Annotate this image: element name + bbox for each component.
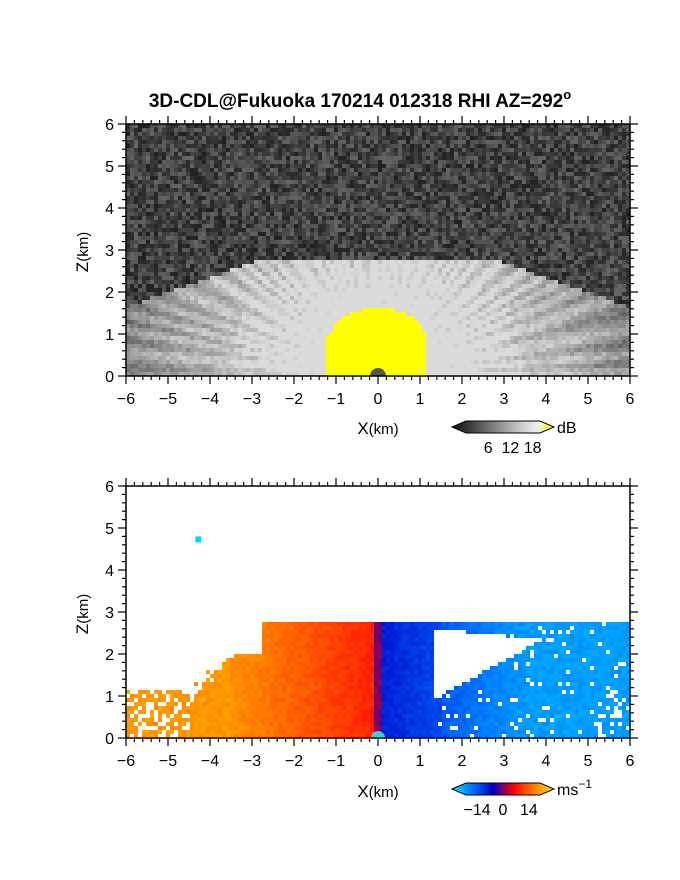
intensity-x-tick-label: 3: [500, 391, 509, 408]
intensity-x-axis-label: X(km): [357, 419, 398, 438]
chart-title: 3D-CDL@Fukuoka 170214 012318 RHI AZ=292o: [149, 87, 571, 112]
velocity-x-axis-label: X(km): [357, 782, 398, 801]
intensity-colorbar-bar: [450, 420, 556, 434]
velocity-x-tick-label: −3: [243, 753, 261, 770]
intensity-x-tick-label: −2: [285, 391, 303, 408]
intensity-colorbar-tick-label: 12: [502, 440, 520, 457]
velocity-x-tick-label: −5: [159, 753, 177, 770]
intensity-colorbar: 6 12 18 dB: [450, 420, 577, 457]
intensity-x-tick-label: 1: [416, 391, 425, 408]
intensity-ticks: −6 −5 −4 −3 −2 −1 0 1 2 3 4 5 6 0 1 2 3 4 5 6: [105, 116, 638, 408]
intensity-x-tick-label: −3: [243, 391, 261, 408]
isolated-echo: [195, 536, 202, 543]
velocity-x-tick-label: −4: [201, 753, 219, 770]
velocity-colorbar-unit: ms−1: [557, 777, 592, 799]
intensity-y-tick-label: 3: [105, 243, 114, 260]
intensity-colorbar-ticks: 6 12 18: [484, 440, 542, 457]
intensity-y-tick-label: 1: [105, 327, 114, 344]
intensity-panel: −6 −5 −4 −3 −2 −1 0 1 2 3 4 5 6 0 1 2 3 4 5 6 X(km) Z(km): [73, 116, 638, 438]
velocity-x-tick-label: 3: [500, 753, 509, 770]
intensity-y-axis-label: Z(km): [73, 232, 92, 272]
velocity-colorbar-bar: [450, 782, 556, 796]
velocity-x-tick-label: 0: [374, 753, 383, 770]
velocity-y-axis-label: Z(km): [73, 594, 92, 634]
intensity-x-tick-label: 6: [626, 391, 635, 408]
intensity-x-tick-label: −4: [201, 391, 219, 408]
velocity-x-tick-label: 5: [584, 753, 593, 770]
intensity-y-tick-label: 4: [105, 201, 114, 218]
velocity-colorbar: −14 0 14 ms−1: [450, 777, 592, 819]
velocity-x-tick-label: 4: [542, 753, 551, 770]
intensity-colorbar-unit: dB: [557, 420, 577, 437]
velocity-x-tick-label: 1: [416, 753, 425, 770]
intensity-x-tick-label: 4: [542, 391, 551, 408]
velocity-x-tick-label: −6: [117, 753, 135, 770]
intensity-y-tick-label: 6: [105, 117, 114, 134]
velocity-colorbar-tick-label: 0: [499, 802, 508, 819]
radar-site-marker: [371, 731, 385, 738]
intensity-y-tick-label: 5: [105, 159, 114, 176]
intensity-colorbar-tick-label: 6: [484, 440, 493, 457]
velocity-y-tick-label: 3: [105, 605, 114, 622]
intensity-y-tick-label: 2: [105, 285, 114, 302]
intensity-field: [126, 124, 630, 376]
velocity-y-tick-label: 2: [105, 647, 114, 664]
title-superscript: o: [563, 87, 571, 102]
radar-site-marker: [370, 368, 386, 376]
intensity-x-tick-label: −6: [117, 391, 135, 408]
intensity-x-tick-label: −1: [327, 391, 345, 408]
velocity-y-tick-label: 5: [105, 521, 114, 538]
velocity-y-tick-label: 1: [105, 689, 114, 706]
intensity-x-tick-label: 2: [458, 391, 467, 408]
velocity-panel: −6 −5 −4 −3 −2 −1 0 1 2 3 4 5 6 0 1 2 3 4 5 6 X(km) Z(km): [73, 478, 638, 801]
velocity-y-tick-label: 0: [105, 731, 114, 748]
velocity-field: [126, 536, 630, 738]
velocity-y-tick-label: 6: [105, 479, 114, 496]
velocity-colorbar-tick-label: −14: [464, 802, 491, 819]
velocity-colorbar-tick-label: 14: [520, 802, 538, 819]
intensity-y-tick-label: 0: [105, 369, 114, 386]
intensity-x-tick-label: −5: [159, 391, 177, 408]
velocity-x-tick-label: 2: [458, 753, 467, 770]
velocity-y-tick-label: 4: [105, 563, 114, 580]
velocity-colorbar-ticks: −14 0 14: [464, 802, 538, 819]
intensity-colorbar-tick-label: 18: [524, 440, 542, 457]
velocity-x-tick-label: −2: [285, 753, 303, 770]
velocity-ticks: −6 −5 −4 −3 −2 −1 0 1 2 3 4 5 6 0 1 2 3 4 5 6: [105, 478, 638, 770]
velocity-x-tick-label: −1: [327, 753, 345, 770]
intensity-x-tick-label: 5: [584, 391, 593, 408]
velocity-x-tick-label: 6: [626, 753, 635, 770]
intensity-x-tick-label: 0: [374, 391, 383, 408]
